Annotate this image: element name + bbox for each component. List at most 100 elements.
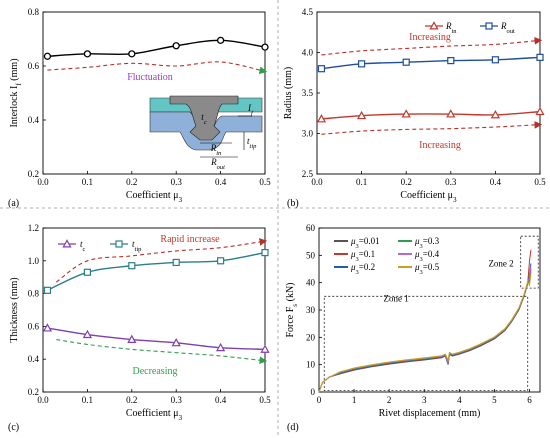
c-xtick-label-5: 0.5 [259, 395, 271, 405]
d-legend-label-4-sub: 3 [420, 256, 423, 263]
a-series-0-point-2 [128, 50, 136, 58]
b-legend-label-0-main: R [445, 21, 452, 31]
a-series-0-point-5 [261, 43, 269, 51]
d-legend-label-0-sub: 3 [356, 243, 359, 250]
d-legend-label-0-main: μ [350, 236, 356, 246]
d-legend-label-1-sub: 3 [356, 256, 359, 263]
c-series-1-point-4 [217, 257, 225, 265]
d-zone-box-1 [520, 235, 539, 289]
b-legend: Rin Rout [425, 21, 515, 35]
d-ytick-label-5: 50 [306, 250, 316, 260]
b-y-axis-label-main: Radius [283, 91, 294, 119]
c-series-0-point-1 [82, 329, 93, 339]
a-trend-arrow-0 [47, 61, 268, 75]
b-series-0-point-5 [535, 106, 545, 116]
a-inset-label-ttip: ttip [247, 136, 257, 150]
c-series-0-point-4 [215, 342, 226, 352]
c-legend-label-1: ttip [132, 239, 141, 253]
d-zone-box-0 [323, 295, 529, 392]
b-xtick-label-5: 0.5 [534, 177, 546, 187]
a-series-0-point-4 [216, 36, 225, 44]
c-legend-marker-0 [62, 239, 72, 248]
d-x-axis-label: Rivet displacement (mm) [379, 408, 481, 419]
a-inset-label-ttip-main: t [247, 136, 250, 146]
b-legend-label-0-sub: in [452, 28, 458, 35]
d-legend-label-3: μ3=0.3 [414, 236, 440, 250]
c-ytick-label-0: 0.2 [28, 387, 39, 397]
b-panel-label: (b) [287, 198, 299, 209]
b-series-0-point-0 [316, 114, 327, 123]
d-legend-label-3-main: μ [414, 236, 420, 246]
d-y-axis-label: Force Fs (kN) [285, 282, 299, 337]
a-xtick-label-3: 0.3 [171, 177, 183, 187]
c-xtick-label-4: 0.4 [215, 395, 227, 405]
b-x-axis-label-sub: 3 [453, 196, 457, 204]
d-ytick-label-3: 30 [306, 305, 316, 315]
d-series-5-line [318, 274, 532, 393]
c-ytick-label-3: 0.8 [28, 289, 40, 299]
c-y-axis-label: Thickness (mm) [9, 277, 20, 342]
c-series-1-line [47, 251, 266, 291]
a-ytick-label-3: 0.8 [28, 7, 40, 17]
d-legend-label-5-main: μ [414, 262, 420, 272]
c-xtick-label-3: 0.3 [171, 395, 183, 405]
b-xtick-label-0: 0.0 [311, 177, 323, 187]
d-legend-label-4-main: μ [414, 249, 420, 259]
b-legend-label-1-main: R [500, 21, 507, 31]
a-inset-rivet [169, 95, 239, 141]
c-panel-label: (c) [8, 422, 19, 433]
d-ytick-label-1: 10 [306, 360, 316, 370]
a-inset-label-tc: tc [201, 112, 207, 126]
b-ytick-label-2: 3.5 [302, 88, 314, 98]
d-panel-label: (d) [287, 422, 299, 433]
d-legend-label-3-tail: =0.3 [423, 236, 440, 246]
a-ytick-label-1: 0.4 [28, 115, 40, 125]
d-xtick-label-4: 4 [457, 395, 462, 405]
a-inset-label-rin: Rin [210, 143, 222, 157]
c-legend-marker-1 [115, 240, 123, 248]
a-x-axis-label-sub: 3 [179, 196, 183, 204]
c-series-0-point-5 [260, 344, 270, 353]
b-series-0-point-2 [401, 109, 411, 118]
a-inset-label-if: If [247, 103, 254, 117]
c-trend-arrow-0 [56, 238, 268, 283]
d-legend-label-5-sub: 3 [420, 269, 423, 276]
b-annotation-increasing-bottom: Increasing [419, 140, 461, 151]
c-legend-label-0: tc [80, 239, 86, 253]
b-y-axis-label-tail: (mm) [283, 67, 294, 92]
c-x-axis-label-main: Coefficient μ [126, 408, 179, 419]
d-legend-label-2-main: μ [350, 262, 356, 272]
b-xtick-label-2: 0.2 [401, 177, 412, 187]
a-inset-label-ttip-sub: tip [250, 143, 258, 150]
c-ytick-label-2: 0.6 [28, 321, 40, 331]
d-legend-label-2-tail: =0.2 [359, 262, 375, 272]
a-y-axis-label-sub: f [15, 83, 23, 86]
b-legend-marker-0 [429, 21, 439, 30]
b-y-axis-label: Radius (mm) [283, 67, 294, 120]
b-ytick-label-3: 4.0 [302, 48, 314, 58]
panel-c: 0.0 0.1 0.2 0.3 0.4 0.5 0.2 0.4 0.6 0.8 1.0 1.2 Coef… [8, 223, 271, 433]
d-zone-label-0: Zone 1 [384, 293, 409, 303]
a-xtick-label-1: 0.1 [82, 177, 93, 187]
a-xtick-label-0: 0.0 [37, 177, 49, 187]
a-inset-label-rin-main: R [210, 143, 217, 153]
b-series-1-point-0 [317, 65, 326, 73]
a-x-axis-label: Coefficient μ3 [126, 190, 183, 204]
b-series-0-line [321, 110, 541, 120]
c-series-1-point-5 [261, 249, 269, 257]
b-trend-arrow-1 [321, 121, 543, 135]
d-legend-label-2: μ3=0.2 [350, 262, 375, 276]
b-x-axis-label: Coefficient μ3 [400, 190, 457, 204]
b-series-1-point-5 [536, 53, 544, 61]
b-series-1-point-4 [491, 56, 499, 64]
a-ytick-label-0: 0.2 [28, 169, 39, 179]
d-legend-label-4-tail: =0.4 [423, 249, 440, 259]
b-legend-marker-1 [485, 22, 493, 30]
c-legend-label-1-sub: tip [135, 246, 142, 253]
a-annotation-fluctuation: Fluctuation [127, 72, 173, 83]
a-y-axis-label: Interlock If (mm) [9, 58, 23, 127]
b-legend-label-1: Rout [500, 21, 515, 35]
c-xtick-label-1: 0.1 [82, 395, 93, 405]
d-legend-label-5: μ3=0.5 [414, 262, 440, 276]
